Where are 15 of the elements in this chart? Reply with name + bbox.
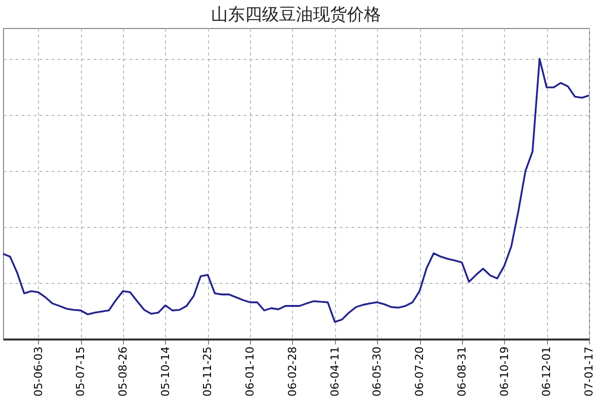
x-tick-label: 05-06-03 xyxy=(32,346,45,396)
x-tick-label: 06-04-11 xyxy=(328,346,342,396)
x-tick-label: 07-01-17 xyxy=(582,346,596,396)
x-tick-label: 06-02-28 xyxy=(286,346,299,396)
x-tick-label: 05-10-14 xyxy=(158,346,172,396)
x-tick-label: 06-05-30 xyxy=(370,346,384,396)
x-tick-label: 06-01-10 xyxy=(244,346,257,396)
x-tick-label: 05-08-26 xyxy=(116,346,130,396)
x-tick-label: 06-10-19 xyxy=(498,346,511,396)
x-tick-label: 06-07-20 xyxy=(413,346,426,396)
x-tick-label: 05-07-15 xyxy=(74,346,88,396)
x-tick-label: 06-12-01 xyxy=(540,346,554,396)
chart-title: 山东四级豆油现货价格 xyxy=(211,5,381,25)
x-tick-label: 06-08-31 xyxy=(455,346,468,396)
x-tick-label: 05-11-25 xyxy=(201,346,214,396)
